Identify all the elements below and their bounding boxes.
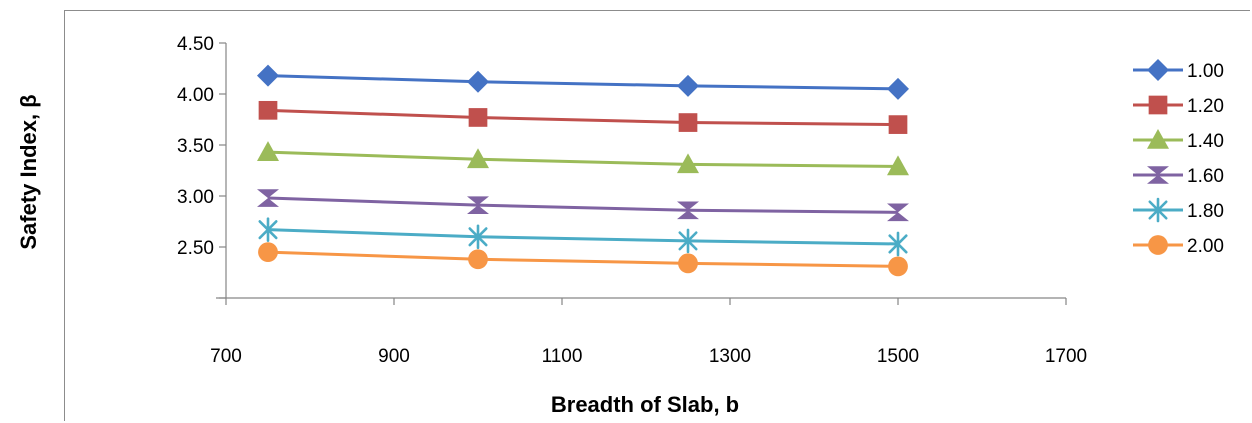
x-tick-label: 1100	[542, 346, 583, 367]
data-point	[677, 153, 699, 174]
y-tick-label: 3.50	[177, 136, 214, 157]
series-1.20	[258, 100, 908, 134]
data-point	[678, 253, 698, 274]
data-point	[888, 256, 908, 277]
series-1.40	[257, 141, 909, 176]
legend-label: 1.60	[1187, 166, 1224, 187]
data-point	[1147, 129, 1169, 149]
legend-entry: 2.00	[1133, 235, 1224, 257]
data-point	[678, 228, 698, 254]
data-point	[888, 231, 908, 257]
y-tick-label: 4.00	[177, 85, 214, 106]
series-line	[267, 196, 899, 214]
legend-label: 1.80	[1187, 201, 1224, 222]
data-point	[1147, 166, 1169, 184]
data-point	[467, 196, 489, 214]
series-1.60	[257, 189, 909, 222]
series-group	[257, 64, 909, 277]
data-point	[467, 148, 489, 169]
data-point	[258, 242, 278, 262]
data-point	[677, 74, 699, 97]
y-tick-label: 3.00	[177, 187, 214, 208]
data-point	[1147, 59, 1169, 81]
series-line	[267, 228, 899, 246]
series-line	[267, 108, 899, 127]
data-point	[467, 70, 489, 93]
data-point	[887, 77, 909, 100]
data-point	[887, 155, 909, 176]
series-line	[267, 74, 899, 91]
legend-label: 1.40	[1187, 131, 1224, 152]
data-point	[468, 224, 488, 250]
y-tick-label: 4.50	[177, 34, 214, 55]
x-tick-label: 700	[210, 346, 242, 367]
legend-entry: 1.40	[1133, 129, 1224, 152]
legend-label: 1.20	[1187, 96, 1224, 117]
series-2.00	[258, 242, 908, 277]
data-point	[1148, 235, 1168, 255]
series-line	[267, 250, 899, 268]
x-tick-label: 900	[378, 346, 410, 367]
legend-entry: 1.00	[1133, 59, 1224, 82]
y-axis-title: Safety Index, β	[16, 94, 41, 249]
x-tick-label: 1700	[1045, 346, 1087, 367]
x-tick-label: 1500	[877, 346, 919, 367]
axes	[216, 42, 1067, 305]
data-point	[677, 201, 699, 220]
x-axis-title: Breadth of Slab, b	[551, 392, 739, 417]
legend-label: 1.00	[1187, 61, 1224, 82]
data-point	[258, 217, 278, 242]
legend: 1.00 1.20 1.40 1.60 1.80 2.00	[1133, 59, 1224, 257]
legend-entry: 1.60	[1133, 166, 1224, 187]
data-point	[1148, 95, 1168, 115]
data-point	[468, 249, 488, 270]
series-line	[267, 150, 899, 168]
data-point	[258, 100, 278, 120]
legend-label: 2.00	[1187, 236, 1224, 257]
data-point	[257, 189, 279, 207]
x-tick-label: 1300	[709, 346, 751, 367]
legend-entry: 1.20	[1133, 95, 1224, 117]
legend-entry: 1.80	[1133, 197, 1224, 223]
chart-frame	[64, 10, 1250, 421]
data-point	[257, 141, 279, 161]
data-point	[1148, 197, 1168, 223]
data-point	[468, 108, 488, 127]
x-tick-labels: 700 900 1100 1300 1500 1700	[210, 346, 1087, 367]
series-1.80	[258, 217, 908, 257]
data-point	[888, 115, 908, 134]
data-point	[257, 64, 279, 87]
y-tick-label: 2.50	[177, 238, 214, 259]
y-tick-labels: 2.50 3.00 3.50 4.00 4.50	[177, 34, 214, 259]
data-point	[887, 203, 909, 222]
series-1.00	[257, 64, 909, 100]
data-point	[678, 113, 698, 132]
